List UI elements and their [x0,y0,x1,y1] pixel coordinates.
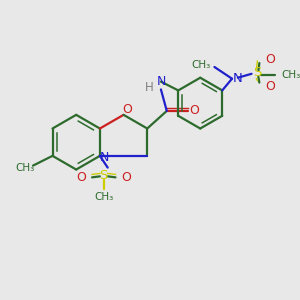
Text: O: O [121,171,131,184]
Text: N: N [233,72,243,85]
Text: O: O [122,103,132,116]
Text: CH₃: CH₃ [281,70,300,80]
Text: S: S [100,169,108,182]
Text: CH₃: CH₃ [94,192,113,202]
Text: O: O [189,104,199,117]
Text: O: O [265,53,275,66]
Text: H: H [145,81,154,94]
Text: S: S [253,66,262,79]
Text: O: O [76,171,86,184]
Text: CH₃: CH₃ [191,60,210,70]
Text: N: N [157,75,167,88]
Text: O: O [265,80,275,93]
Text: N: N [100,151,110,164]
Text: CH₃: CH₃ [16,163,35,172]
